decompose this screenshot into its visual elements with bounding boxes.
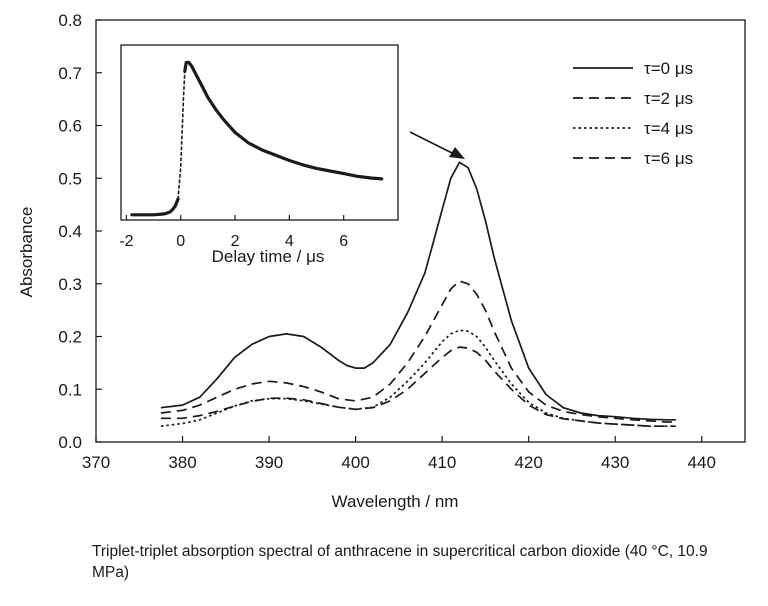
inset-frame — [120, 44, 399, 221]
legend-label: τ=0 μs — [644, 59, 693, 78]
y-tick-label: 0.2 — [58, 328, 82, 347]
annotation-arrow — [409, 131, 465, 159]
x-tick-label: 370 — [82, 453, 110, 472]
inset-x-tick-label: 6 — [339, 233, 348, 250]
legend-label: τ=6 μs — [644, 149, 693, 168]
y-tick-label: 0.0 — [58, 433, 82, 452]
inset-axis-ticks: -2 0 2 4 6 — [119, 215, 348, 250]
series-line-tau-3 — [160, 346, 676, 428]
absorption-figure: 370 380 390 400 410 420 430 4400.00.10.20.30.40… — [17, 11, 746, 511]
figure-caption: Triplet-triplet absorption spectral of a… — [92, 543, 708, 581]
y-tick-label: 0.5 — [58, 169, 82, 188]
y-tick-label: 0.6 — [58, 117, 82, 136]
y-tick-label: 0.4 — [58, 222, 82, 241]
x-tick-label: 440 — [688, 453, 716, 472]
series-line-tau-1 — [160, 280, 676, 423]
inset-decay-segment-1 — [177, 70, 186, 200]
inset-x-tick-label: 4 — [285, 233, 294, 250]
inset-x-tick-label: 0 — [176, 233, 185, 250]
x-tick-label: 400 — [341, 453, 369, 472]
x-tick-label: 380 — [168, 453, 196, 472]
y-tick-label: 0.1 — [58, 380, 82, 399]
inset-series-group — [130, 60, 384, 217]
y-tick-label: 0.7 — [58, 64, 82, 83]
legend: τ=0 μs τ=2 μs τ=4 μs τ=6 μs — [573, 59, 693, 168]
series-line-tau-0 — [160, 161, 676, 421]
inset-x-tick-label: 2 — [231, 233, 240, 250]
x-tick-label: 430 — [601, 453, 629, 472]
y-axis-title: Absorbance — [17, 207, 36, 298]
legend-label: τ=2 μs — [644, 89, 693, 108]
main-series-group — [160, 161, 676, 428]
main-axis-ticks: 370 380 390 400 410 420 430 4400.00.10.20.30.40… — [58, 11, 716, 472]
series-line-tau-2 — [160, 329, 676, 428]
inset-decay-segment-0 — [130, 197, 180, 217]
inset-x-tick-label: -2 — [119, 233, 133, 250]
x-tick-label: 420 — [514, 453, 542, 472]
inset-decay-segment-2 — [183, 60, 384, 181]
y-tick-label: 0.3 — [58, 275, 82, 294]
y-tick-label: 0.8 — [58, 11, 82, 30]
x-tick-label: 410 — [428, 453, 456, 472]
x-tick-label: 390 — [255, 453, 283, 472]
legend-label: τ=4 μs — [644, 119, 693, 138]
x-axis-title: Wavelength / nm — [332, 492, 459, 511]
inset-x-axis-title: Delay time / μs — [212, 247, 325, 266]
